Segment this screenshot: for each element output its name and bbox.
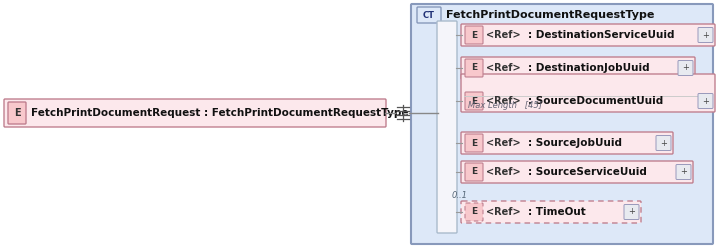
Text: +: + (660, 138, 667, 148)
FancyBboxPatch shape (4, 99, 386, 127)
FancyBboxPatch shape (678, 61, 693, 75)
Text: +: + (628, 208, 635, 217)
FancyBboxPatch shape (465, 163, 483, 181)
Text: : SourceDocumentUuid: : SourceDocumentUuid (528, 96, 663, 106)
Text: <Ref>: <Ref> (486, 63, 521, 73)
Text: +: + (680, 167, 687, 177)
Text: E: E (14, 108, 20, 118)
FancyBboxPatch shape (465, 26, 483, 44)
FancyBboxPatch shape (698, 28, 713, 42)
Text: FetchPrintDocumentRequest : FetchPrintDocumentRequestType: FetchPrintDocumentRequest : FetchPrintDo… (31, 108, 409, 118)
Text: <Ref>: <Ref> (486, 207, 521, 217)
FancyBboxPatch shape (465, 92, 483, 110)
FancyBboxPatch shape (461, 74, 715, 112)
FancyBboxPatch shape (411, 4, 713, 244)
Text: E: E (471, 167, 477, 177)
Text: : DestinationJobUuid: : DestinationJobUuid (528, 63, 650, 73)
Text: 0..1: 0..1 (452, 191, 468, 200)
Text: : SourceJobUuid: : SourceJobUuid (528, 138, 622, 148)
Text: FetchPrintDocumentRequestType: FetchPrintDocumentRequestType (446, 10, 654, 20)
FancyBboxPatch shape (461, 24, 715, 46)
Text: +: + (682, 63, 689, 72)
FancyBboxPatch shape (461, 161, 693, 183)
Text: E: E (471, 208, 477, 217)
FancyBboxPatch shape (656, 135, 671, 151)
FancyBboxPatch shape (461, 132, 673, 154)
FancyBboxPatch shape (461, 201, 641, 223)
Text: +: + (702, 96, 709, 105)
Text: <Ref>: <Ref> (486, 138, 521, 148)
FancyBboxPatch shape (624, 205, 639, 219)
Text: <Ref>: <Ref> (486, 96, 521, 106)
Text: +: + (702, 31, 709, 39)
FancyBboxPatch shape (465, 59, 483, 77)
FancyBboxPatch shape (8, 102, 26, 124)
FancyBboxPatch shape (698, 93, 713, 109)
Text: <Ref>: <Ref> (486, 167, 521, 177)
FancyBboxPatch shape (465, 203, 483, 221)
Text: Max Length   [45]: Max Length [45] (468, 100, 542, 110)
Text: : SourceServiceUuid: : SourceServiceUuid (528, 167, 647, 177)
Text: : TimeOut: : TimeOut (528, 207, 586, 217)
Text: CT: CT (423, 10, 435, 20)
Text: E: E (471, 96, 477, 105)
Text: E: E (471, 138, 477, 148)
Text: <Ref>: <Ref> (486, 30, 521, 40)
Text: E: E (471, 31, 477, 39)
FancyBboxPatch shape (417, 7, 441, 23)
FancyBboxPatch shape (465, 134, 483, 152)
FancyBboxPatch shape (676, 164, 691, 180)
FancyBboxPatch shape (461, 57, 695, 79)
FancyBboxPatch shape (437, 21, 457, 233)
Text: E: E (471, 63, 477, 72)
Text: : DestinationServiceUuid: : DestinationServiceUuid (528, 30, 674, 40)
